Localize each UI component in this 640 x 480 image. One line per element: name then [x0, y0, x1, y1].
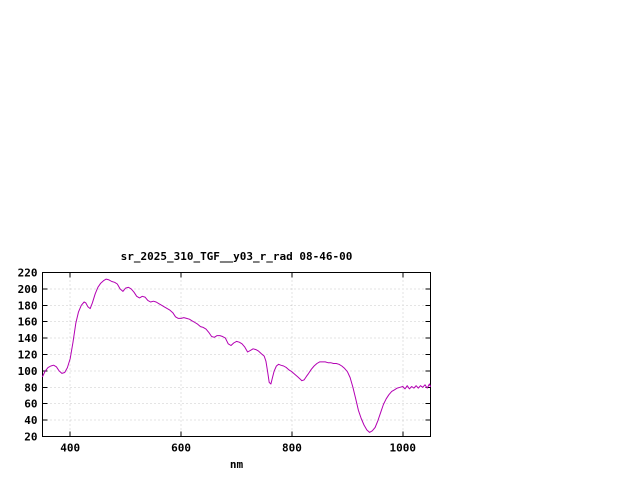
y-tick-label: 200	[18, 283, 38, 296]
grid-lines	[42, 272, 431, 437]
axis-ticks	[42, 272, 431, 437]
spectrum-line	[42, 278, 431, 433]
chart-title: sr_2025_310_TGF__y03_r_rad 08-46-00	[120, 250, 353, 263]
x-tick-label: 800	[282, 442, 302, 455]
y-tick-label: 140	[18, 332, 38, 345]
plot-border	[42, 272, 431, 437]
tick-labels: 20 40 60 80 100 120 140 160 180 200 220 400 600 800 10…	[18, 267, 416, 455]
y-tick-label: 120	[18, 349, 38, 362]
y-tick-label: 160	[18, 316, 38, 329]
y-tick-label: 100	[18, 365, 38, 378]
y-tick-label: 40	[24, 414, 37, 427]
y-tick-label: 80	[24, 381, 37, 394]
x-axis-label: nm	[229, 458, 244, 471]
y-tick-label: 180	[18, 299, 38, 312]
y-tick-label: 220	[18, 267, 38, 280]
x-tick-label: 600	[171, 442, 191, 455]
x-tick-label: 400	[60, 442, 80, 455]
y-tick-label: 20	[24, 431, 37, 444]
x-tick-label: 1000	[390, 442, 417, 455]
y-tick-label: 60	[24, 398, 37, 411]
